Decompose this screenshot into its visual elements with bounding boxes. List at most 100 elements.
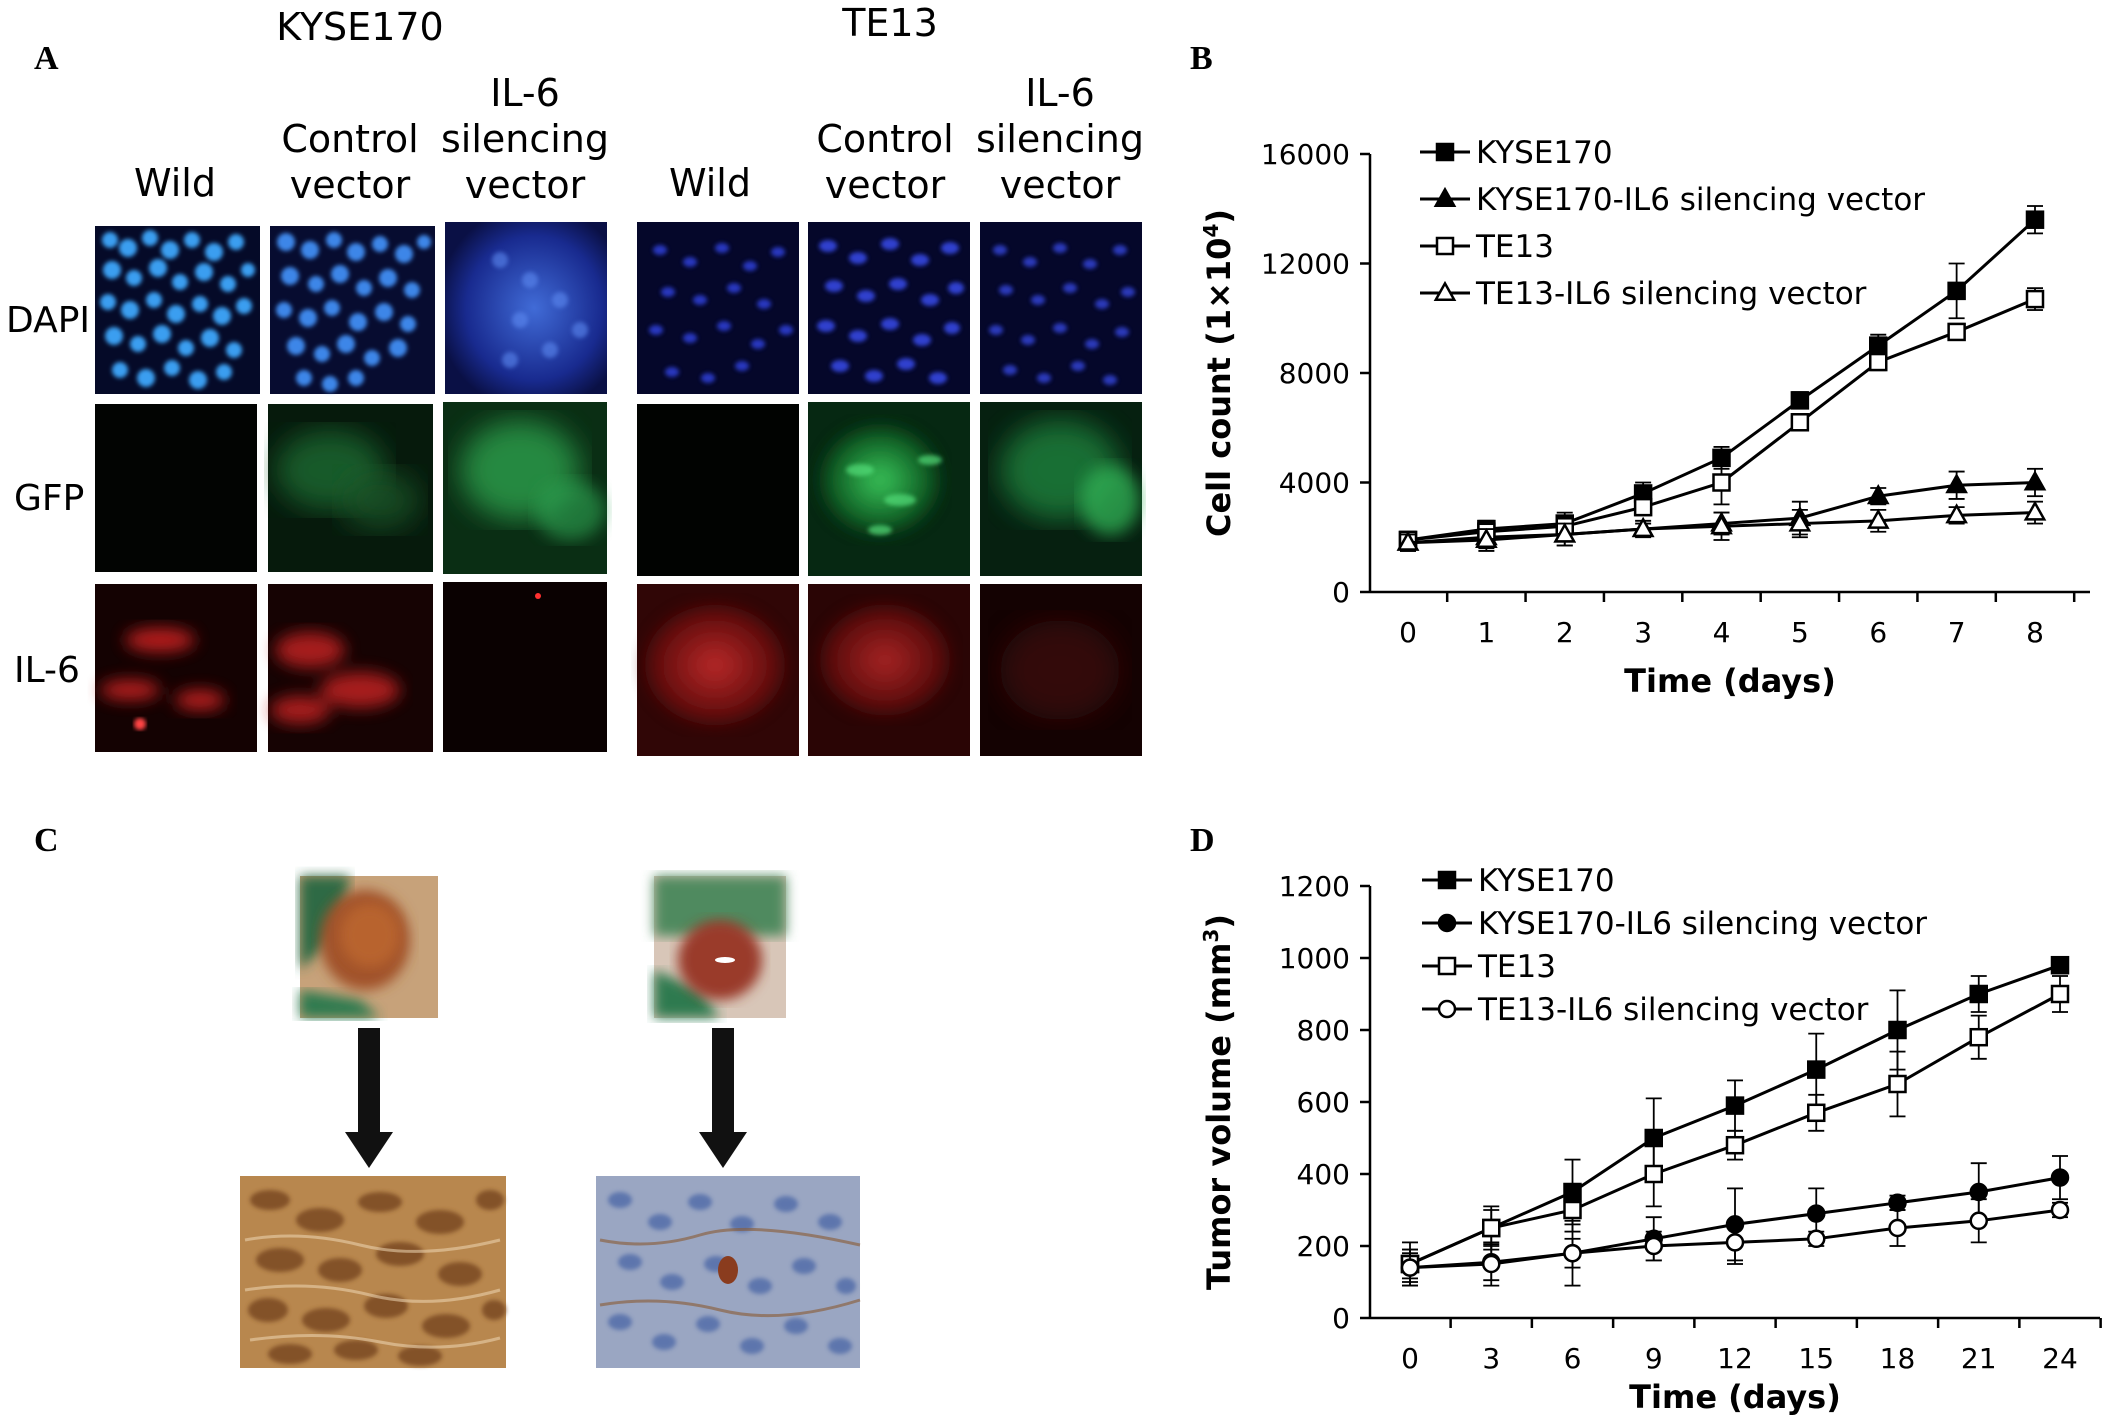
x-tick-label: 3 xyxy=(1482,1342,1500,1375)
data-point xyxy=(1866,508,1890,529)
data-point xyxy=(2050,984,2070,1004)
data-point xyxy=(1725,1135,1745,1155)
data-point xyxy=(1945,473,1968,494)
tile-te13-wild-dapi xyxy=(637,222,799,394)
column-label-kyse-silencing: IL-6 silencing vector xyxy=(440,71,610,207)
x-tick-label: 9 xyxy=(1645,1342,1663,1375)
legend-entry: TE13-IL6 silencing vector xyxy=(1420,276,1867,312)
data-point xyxy=(1888,1218,1907,1238)
data-point xyxy=(2025,289,2045,309)
chart-cell-count: 0 4000 8000 12000 16000 0 1 2 3 4 5 6 7 8 Time (days) C… xyxy=(1199,135,2090,700)
x-tick-label: 4 xyxy=(1713,616,1731,649)
data-point xyxy=(1725,1096,1745,1115)
legend-marker xyxy=(1437,956,1457,976)
x-tick-label: 8 xyxy=(2026,616,2044,649)
column-label-te13-control: Control vector xyxy=(816,117,954,207)
panel-c-images xyxy=(240,876,861,1368)
data-point xyxy=(1888,1193,1907,1213)
tile-kyse-control-il6 xyxy=(268,584,433,752)
y-tick-label: 600 xyxy=(1297,1086,1350,1119)
data-point xyxy=(2023,470,2047,491)
legend-marker xyxy=(1433,186,1457,208)
data-point xyxy=(2050,1168,2070,1187)
tile-kyse-silencing-gfp xyxy=(443,402,607,574)
legend-label: KYSE170-IL6 silencing vector xyxy=(1476,182,1925,218)
series-2 xyxy=(1398,287,2045,550)
x-tick-label: 0 xyxy=(1399,616,1417,649)
tumor-photo-kyse170 xyxy=(300,876,438,1018)
tile-te13-control-gfp xyxy=(808,402,970,576)
arrow-down-icon xyxy=(345,1028,393,1168)
tile-te13-control-dapi xyxy=(808,222,970,394)
x-tick-label: 0 xyxy=(1401,1342,1419,1375)
tile-kyse-wild-gfp xyxy=(95,404,257,572)
legend-entry: KYSE170-IL6 silencing vector xyxy=(1422,906,1927,942)
data-point xyxy=(1644,1236,1663,1256)
x-tick-label: 6 xyxy=(1564,1342,1582,1375)
tile-te13-wild-il6 xyxy=(637,584,799,756)
tile-kyse-control-gfp xyxy=(268,404,433,572)
x-axis-label: Time (days) xyxy=(1624,662,1836,700)
data-point xyxy=(1631,516,1655,538)
y-tick-label: 16000 xyxy=(1261,138,1350,171)
data-point xyxy=(1969,1027,1988,1047)
x-tick-label: 7 xyxy=(1948,616,1966,649)
tile-te13-silencing-dapi xyxy=(980,222,1142,394)
data-point xyxy=(2025,210,2045,229)
x-tick-label: 12 xyxy=(1717,1342,1753,1375)
y-tick-label: 1200 xyxy=(1279,870,1350,903)
tile-kyse-silencing-dapi xyxy=(445,222,607,394)
legend-entry: KYSE170-IL6 silencing vector xyxy=(1420,182,1925,218)
axes: 0 4000 8000 12000 16000 0 1 2 3 4 5 6 7 8 xyxy=(1261,138,2090,649)
legend-entry: TE13 xyxy=(1422,949,1556,985)
panel-letter-b: B xyxy=(1190,40,1213,77)
legend-entry: KYSE170 xyxy=(1420,135,1613,171)
y-tick-label: 400 xyxy=(1297,1158,1350,1191)
tile-kyse-wild-il6 xyxy=(95,584,257,752)
row-label-dapi: DAPI xyxy=(6,300,91,341)
panel-letter-a: A xyxy=(34,40,59,77)
legend-entry: TE13 xyxy=(1420,229,1554,265)
y-tick-label: 12000 xyxy=(1261,248,1350,281)
x-tick-label: 6 xyxy=(1869,616,1887,649)
legend-entry: KYSE170 xyxy=(1422,863,1615,899)
y-tick-label: 0 xyxy=(1332,1302,1350,1335)
x-tick-label: 3 xyxy=(1634,616,1652,649)
y-tick-label: 1000 xyxy=(1279,942,1350,975)
tile-kyse-wild-dapi xyxy=(95,226,260,394)
legend-marker xyxy=(1433,280,1457,302)
data-point xyxy=(1710,514,1733,535)
legend-label: TE13-IL6 silencing vector xyxy=(1477,992,1869,1028)
legend-label: TE13 xyxy=(1477,949,1556,985)
arrow-down-icon xyxy=(699,1028,747,1168)
axes: 0 200 400 600 800 1000 1200 0 3 6 9 12 15 18 21 24 xyxy=(1279,870,2102,1375)
data-point xyxy=(1807,1204,1826,1223)
data-point xyxy=(1475,527,1498,549)
y-axis-label: Tumor volume (mm3) xyxy=(1199,914,1238,1290)
series-3 xyxy=(1400,1198,2070,1287)
data-point xyxy=(1969,984,1988,1004)
column-label-te13-silencing: IL-6 silencing vector xyxy=(975,71,1145,207)
legend-label: KYSE170 xyxy=(1478,863,1615,899)
legend-label: TE13-IL6 silencing vector xyxy=(1475,276,1867,312)
microscopy-grid xyxy=(95,222,1142,756)
y-tick-label: 800 xyxy=(1297,1014,1350,1047)
x-tick-label: 18 xyxy=(1880,1342,1916,1375)
legend-marker xyxy=(1437,913,1457,933)
data-point xyxy=(1790,413,1810,432)
data-point xyxy=(1644,1164,1663,1184)
data-point xyxy=(1947,322,1966,342)
legend-marker xyxy=(1435,142,1455,162)
tile-kyse-control-dapi xyxy=(270,226,435,394)
x-tick-label: 2 xyxy=(1556,616,1574,649)
y-axis-label: Cell count (1×104) xyxy=(1199,209,1238,537)
y-tick-label: 8000 xyxy=(1279,357,1350,390)
row-label-il6: IL-6 xyxy=(14,650,80,691)
legend-label: KYSE170 xyxy=(1476,135,1613,171)
data-point xyxy=(1969,1182,1988,1202)
y-tick-label: 4000 xyxy=(1279,467,1350,500)
data-point xyxy=(1396,530,1420,551)
data-point xyxy=(1807,1103,1826,1123)
chart-tumor-volume: 0 200 400 600 800 1000 1200 0 3 6 9 12 15 18 21 24 Time … xyxy=(1199,863,2102,1416)
data-point xyxy=(1866,484,1890,505)
